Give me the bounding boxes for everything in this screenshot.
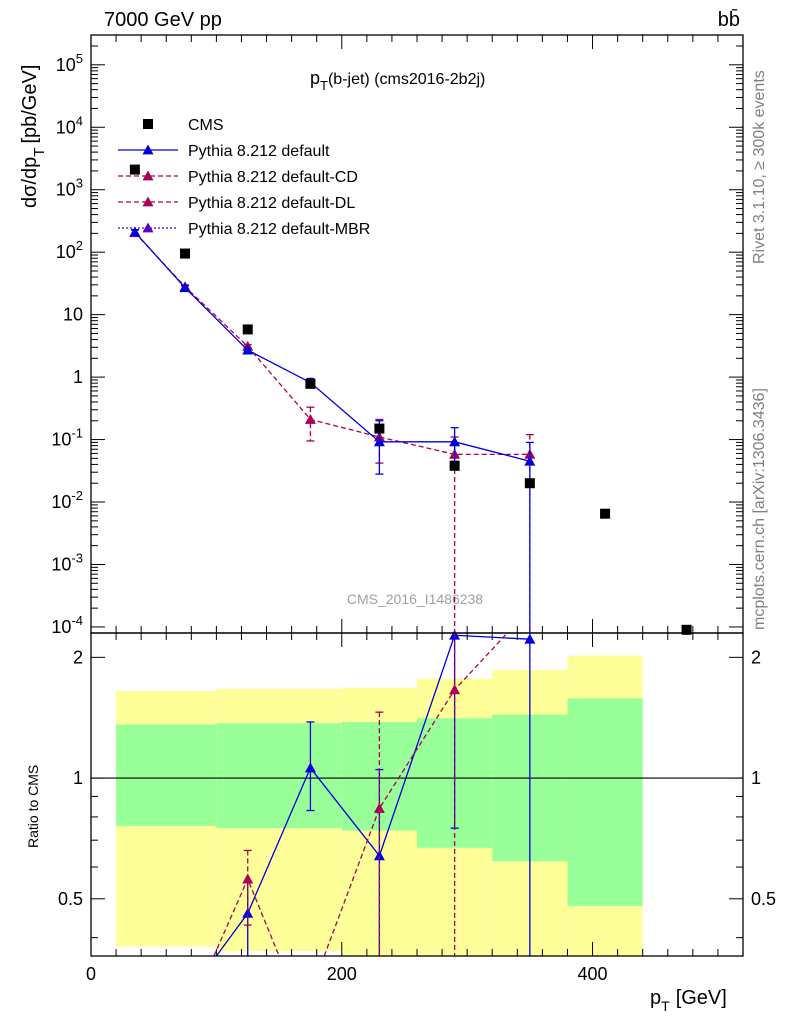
main-point-1: [449, 436, 461, 447]
ratio-y-tick-label-right: 2: [751, 647, 761, 667]
main-series-layer: [129, 164, 692, 635]
ratio-series-layer: [213, 629, 536, 957]
x-tick-label: 400: [578, 964, 608, 984]
cms-data-point: [374, 423, 385, 434]
legend-marker: [142, 144, 154, 155]
legend-marker: [142, 222, 154, 233]
ratio-point-1: [449, 684, 461, 695]
plot-title: pT(b-jet) (cms2016-2b2j): [310, 68, 485, 93]
cms-data-point: [524, 478, 535, 489]
legend-label: CMS: [188, 117, 224, 134]
ratio-y-tick-label: 1: [73, 768, 83, 788]
y-tick-label: 102: [56, 238, 83, 262]
legend-marker: [142, 170, 154, 181]
ylabel-top-units: [pb/GeV]: [19, 65, 41, 144]
y-tick-label: 10-2: [51, 488, 83, 512]
main-point-1: [179, 282, 191, 293]
ratio-point-0: [242, 907, 254, 918]
main-point-2: [304, 413, 316, 424]
y-tick-label: 10-3: [51, 550, 83, 574]
ratio-y-tick-label: 0.5: [58, 889, 83, 909]
side-mcplots-label: mcplots.cern.ch [arXiv:1306.3436]: [751, 388, 768, 630]
ratio-y-tick-label-right: 0.5: [751, 889, 776, 909]
legend-label: Pythia 8.212 default-CD: [188, 169, 358, 186]
ylabel-top: dσ/dpT [pb/GeV]: [19, 65, 48, 208]
ylabel-top-main: dσ/dp: [19, 157, 41, 208]
ratio-point-0: [524, 633, 536, 644]
y-tick-label: 10-1: [51, 426, 83, 450]
xlabel-main: p: [650, 987, 661, 1009]
cms-data-point: [600, 508, 611, 519]
x-tick-label: 200: [327, 964, 357, 984]
main-point-1: [373, 436, 385, 447]
plot-title-sub: T: [320, 78, 328, 93]
y-tick-label: 105: [56, 51, 83, 75]
green-band-bin: [116, 724, 217, 826]
ratio-point-0: [373, 850, 385, 861]
plot-title-rest: (b-jet) (cms2016-2b2j): [328, 71, 485, 88]
ratio-point-1: [373, 802, 385, 813]
ratio-y-tick-label: 2: [73, 647, 83, 667]
side-rivet-label: Rivet 3.1.10, ≥ 300k events: [751, 70, 768, 264]
cms-data-point: [305, 378, 316, 389]
ylabel-ratio: Ratio to CMS: [25, 765, 41, 848]
y-tick-label: 104: [56, 113, 83, 137]
y-tick-label: 10-4: [51, 613, 83, 637]
legend-marker-cms: [143, 119, 153, 129]
main-point-1: [524, 455, 536, 466]
legend-label: Pythia 8.212 default-DL: [188, 195, 355, 212]
cms-data-point: [449, 460, 460, 471]
cms-data-point: [242, 324, 253, 335]
legend-label: Pythia 8.212 default-MBR: [188, 221, 370, 238]
legend-marker: [142, 196, 154, 207]
x-tick-label: 0: [86, 964, 96, 984]
xlabel-sub: T: [661, 998, 670, 1014]
xlabel: pT [GeV]: [650, 987, 727, 1014]
ratio-point-0: [304, 762, 316, 773]
green-band-bin: [216, 723, 342, 829]
y-tick-label: 103: [56, 176, 83, 200]
y-tick-label: 10: [63, 305, 83, 325]
process-label: 7000 GeV pp: [104, 9, 222, 31]
cms-data-point: [129, 164, 140, 175]
ylabel-top-sub: T: [31, 148, 48, 157]
final-state-label: bb̄: [718, 8, 740, 31]
main-point-1: [129, 226, 141, 237]
green-band-bin: [567, 698, 643, 906]
legend: CMS Pythia 8.212 default Pythia 8.212 defa…: [118, 117, 370, 238]
legend-label: Pythia 8.212 default: [188, 143, 330, 160]
ratio-line-segment-0: [215, 912, 249, 957]
ratio-point-1: [242, 873, 254, 884]
y-tick-label: 1: [73, 367, 83, 387]
main-point-1: [242, 344, 254, 355]
ratio-y-tick-label-right: 1: [751, 768, 761, 788]
xlabel-units: [GeV]: [676, 987, 727, 1009]
analysis-watermark: CMS_2016_I1486238: [347, 591, 483, 607]
ratio-line-segment-1: [323, 632, 508, 957]
cms-data-point: [681, 624, 692, 635]
axes-layer: 10-4 10-3 10-2 10-1 1 10 102 103 104 105 0 200 400 0.…: [51, 34, 776, 984]
plot-title-main: p: [310, 68, 320, 88]
cms-data-point: [180, 248, 191, 259]
